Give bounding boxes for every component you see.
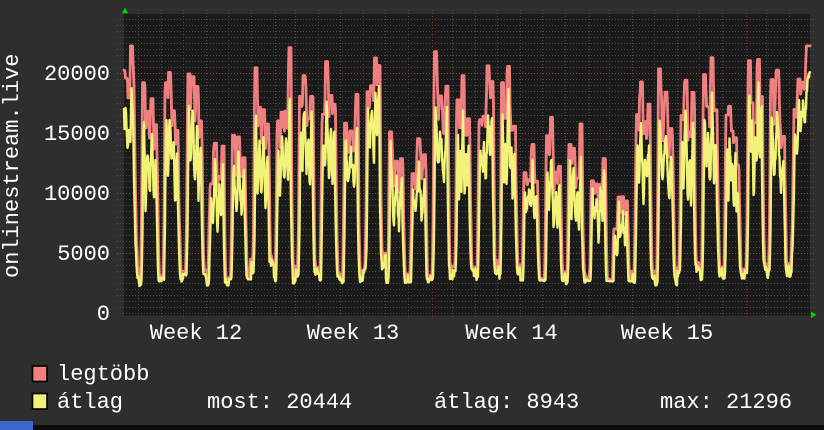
svg-text:10000: 10000 bbox=[44, 182, 110, 207]
svg-text:átlag: átlag bbox=[57, 390, 123, 415]
svg-text:max: 21296: max: 21296 bbox=[660, 390, 792, 415]
svg-text:5000: 5000 bbox=[57, 242, 110, 267]
svg-text:15000: 15000 bbox=[44, 122, 110, 147]
svg-text:onlinestream.live: onlinestream.live bbox=[0, 54, 25, 278]
svg-text:20000: 20000 bbox=[44, 62, 110, 87]
svg-text:most: 20444: most: 20444 bbox=[207, 390, 352, 415]
svg-text:átlag: 8943: átlag: 8943 bbox=[434, 390, 579, 415]
svg-text:0: 0 bbox=[97, 302, 110, 327]
svg-text:Week 14: Week 14 bbox=[465, 321, 557, 346]
svg-text:Week 15: Week 15 bbox=[621, 321, 713, 346]
svg-text:Week 13: Week 13 bbox=[307, 321, 399, 346]
svg-text:Week 12: Week 12 bbox=[150, 321, 242, 346]
svg-text:legtöbb: legtöbb bbox=[57, 362, 149, 387]
